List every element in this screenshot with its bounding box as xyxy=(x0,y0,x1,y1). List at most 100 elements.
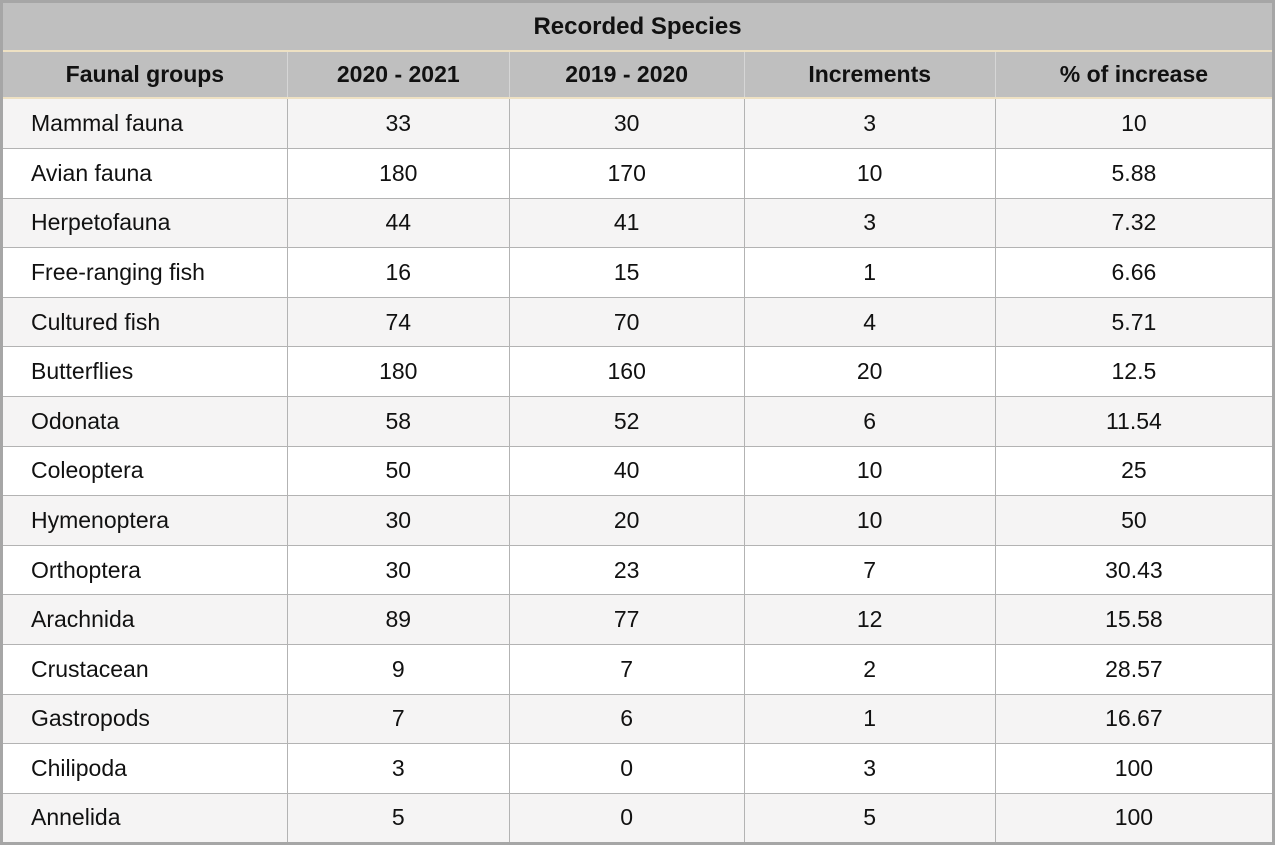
cell-faunal-group: Chilipoda xyxy=(3,743,288,794)
cell-value: 9 xyxy=(286,643,510,695)
cell-value: 1 xyxy=(743,693,996,745)
cell-faunal-group: Gastropods xyxy=(3,693,288,745)
cell-value: 28.57 xyxy=(994,643,1272,695)
cell-value: 41 xyxy=(508,197,745,249)
cell-value: 77 xyxy=(508,594,745,645)
cell-value: 7.32 xyxy=(994,197,1272,249)
cell-value: 10 xyxy=(994,97,1272,149)
column-header: 2020 - 2021 xyxy=(286,52,510,99)
table-row: Coleoptera 50 40 10 25 xyxy=(3,445,1272,497)
cell-faunal-group: Coleoptera xyxy=(3,445,288,497)
table-row: Butterflies 180 160 20 12.5 xyxy=(3,346,1272,397)
cell-value: 0 xyxy=(508,743,745,794)
cell-faunal-group: Free-ranging fish xyxy=(3,247,288,298)
cell-value: 180 xyxy=(286,346,510,397)
cell-value: 2 xyxy=(743,643,996,695)
cell-value: 180 xyxy=(286,147,510,199)
cell-faunal-group: Orthoptera xyxy=(3,544,288,596)
cell-value: 3 xyxy=(743,97,996,149)
cell-value: 58 xyxy=(286,395,510,447)
cell-value: 5.71 xyxy=(994,296,1272,348)
cell-value: 50 xyxy=(994,495,1272,546)
table-row: Orthoptera 30 23 7 30.43 xyxy=(3,544,1272,596)
cell-faunal-group: Annelida xyxy=(3,792,288,842)
cell-value: 170 xyxy=(508,147,745,199)
table-row: Chilipoda 3 0 3 100 xyxy=(3,743,1272,794)
cell-value: 89 xyxy=(286,594,510,645)
cell-value: 6 xyxy=(508,693,745,745)
table-title: Recorded Species xyxy=(3,3,1272,52)
column-header: Increments xyxy=(743,52,996,99)
cell-value: 4 xyxy=(743,296,996,348)
cell-value: 6.66 xyxy=(994,247,1272,298)
table-row: Arachnida 89 77 12 15.58 xyxy=(3,594,1272,645)
cell-value: 15.58 xyxy=(994,594,1272,645)
cell-value: 5.88 xyxy=(994,147,1272,199)
cell-value: 10 xyxy=(743,495,996,546)
cell-value: 7 xyxy=(508,643,745,695)
cell-value: 30 xyxy=(508,97,745,149)
cell-value: 44 xyxy=(286,197,510,249)
cell-value: 3 xyxy=(743,743,996,794)
cell-value: 1 xyxy=(743,247,996,298)
cell-value: 3 xyxy=(743,197,996,249)
cell-value: 30 xyxy=(286,495,510,546)
cell-value: 12 xyxy=(743,594,996,645)
cell-faunal-group: Crustacean xyxy=(3,643,288,695)
column-header: 2019 - 2020 xyxy=(508,52,745,99)
cell-value: 11.54 xyxy=(994,395,1272,447)
header-row: Faunal groups 2020 - 2021 2019 - 2020 Incre… xyxy=(3,52,1272,99)
cell-value: 30.43 xyxy=(994,544,1272,596)
table-row: Free-ranging fish 16 15 1 6.66 xyxy=(3,247,1272,298)
table-row: Crustacean 9 7 2 28.57 xyxy=(3,643,1272,695)
data-table: Faunal groups 2020 - 2021 2019 - 2020 Incre… xyxy=(3,52,1272,842)
cell-value: 10 xyxy=(743,445,996,497)
table-row: Mammal fauna 33 30 3 10 xyxy=(3,97,1272,149)
table-row: Herpetofauna 44 41 3 7.32 xyxy=(3,197,1272,249)
table-row: Annelida 5 0 5 100 xyxy=(3,792,1272,842)
table-header: Faunal groups 2020 - 2021 2019 - 2020 Incre… xyxy=(3,52,1272,99)
cell-value: 33 xyxy=(286,97,510,149)
cell-value: 70 xyxy=(508,296,745,348)
cell-value: 40 xyxy=(508,445,745,497)
cell-value: 23 xyxy=(508,544,745,596)
cell-value: 100 xyxy=(994,792,1272,842)
cell-value: 6 xyxy=(743,395,996,447)
cell-value: 10 xyxy=(743,147,996,199)
table-body: Mammal fauna 33 30 3 10 Avian fauna 180 170 10 5.… xyxy=(3,97,1272,842)
cell-value: 25 xyxy=(994,445,1272,497)
cell-value: 12.5 xyxy=(994,346,1272,397)
cell-faunal-group: Arachnida xyxy=(3,594,288,645)
cell-value: 16.67 xyxy=(994,693,1272,745)
column-header: % of increase xyxy=(994,52,1272,99)
table-row: Avian fauna 180 170 10 5.88 xyxy=(3,147,1272,199)
cell-value: 160 xyxy=(508,346,745,397)
cell-value: 100 xyxy=(994,743,1272,794)
cell-faunal-group: Mammal fauna xyxy=(3,97,288,149)
cell-value: 3 xyxy=(286,743,510,794)
table-row: Cultured fish 74 70 4 5.71 xyxy=(3,296,1272,348)
cell-value: 0 xyxy=(508,792,745,842)
cell-faunal-group: Cultured fish xyxy=(3,296,288,348)
cell-value: 5 xyxy=(286,792,510,842)
cell-faunal-group: Butterflies xyxy=(3,346,288,397)
cell-value: 15 xyxy=(508,247,745,298)
cell-value: 7 xyxy=(286,693,510,745)
cell-value: 7 xyxy=(743,544,996,596)
cell-faunal-group: Herpetofauna xyxy=(3,197,288,249)
table-row: Gastropods 7 6 1 16.67 xyxy=(3,693,1272,745)
cell-value: 20 xyxy=(743,346,996,397)
cell-faunal-group: Odonata xyxy=(3,395,288,447)
cell-value: 16 xyxy=(286,247,510,298)
table-row: Odonata 58 52 6 11.54 xyxy=(3,395,1272,447)
column-header: Faunal groups xyxy=(3,52,288,99)
cell-value: 30 xyxy=(286,544,510,596)
cell-value: 20 xyxy=(508,495,745,546)
table-row: Hymenoptera 30 20 10 50 xyxy=(3,495,1272,546)
cell-faunal-group: Hymenoptera xyxy=(3,495,288,546)
cell-value: 50 xyxy=(286,445,510,497)
cell-value: 5 xyxy=(743,792,996,842)
cell-value: 52 xyxy=(508,395,745,447)
cell-faunal-group: Avian fauna xyxy=(3,147,288,199)
